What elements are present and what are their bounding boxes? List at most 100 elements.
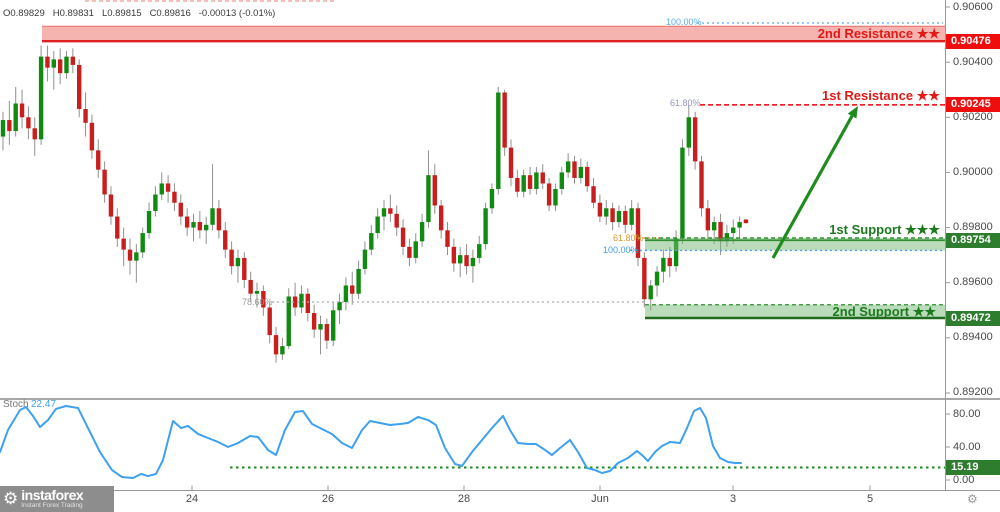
candle-body [299,293,304,308]
candle-body [292,296,298,308]
candle-body [32,128,37,140]
candle-body [648,285,653,300]
candle-body [540,172,545,184]
candle-body [96,150,101,170]
ohlc-close: C0.89816 [149,8,191,19]
time-tick-label: 26 [321,493,335,505]
candle-body [597,202,603,217]
brand-name: instaforex [21,487,84,504]
time-tick-label: 24 [185,493,199,505]
candle-body [388,208,393,214]
indicator-value: 22.47 [31,399,57,410]
candle-body [102,169,107,195]
candle-body [324,324,330,341]
candle-body [153,194,158,212]
candle-body [546,183,552,206]
candle-body [400,227,406,247]
candle-body [680,147,685,239]
ohlc-high: H0.89831 [52,8,94,19]
price-tick-label: 0.90600 [953,0,993,13]
time-tick-label: 28 [457,493,471,505]
candle-body [483,208,488,245]
candle-body [712,222,717,231]
candle-body [502,92,507,148]
candle-body [0,120,6,137]
candle-body [673,238,679,267]
candle-body [64,56,69,74]
candle-body [407,246,412,258]
candle-body [578,166,584,178]
candle-body [470,257,476,267]
price-tick-label: 0.89400 [953,331,993,344]
stoch-tick-label: 80.00 [953,407,981,420]
candle-body [515,177,520,192]
resistance-1-label: 1st Resistance ★★ [822,88,940,103]
candle-body [737,222,742,228]
candle-body [458,255,463,264]
candle-body [337,302,342,311]
candle-body [381,208,387,217]
projection-arrow-head [847,106,858,119]
candle-body [140,233,145,253]
fib-100-top-label: 100.00% [666,17,702,27]
support-2-zone [645,304,945,319]
settings-gear-icon[interactable]: ⚙ [967,492,978,506]
fib-618-top-label: 61.80% [670,98,701,108]
candle-body [508,147,514,178]
candle-body [305,293,310,314]
candle-body [375,216,380,234]
candle-body [121,238,126,250]
candle-body [318,324,323,330]
candle-body [108,194,114,217]
candle-body [210,208,215,225]
stoch-tick-label: 40.00 [953,440,981,453]
candle-body [585,166,590,187]
support-1-price-badge: 0.89754 [946,233,1000,248]
ohlc-low: L0.89815 [101,8,142,19]
price-tick-label: 0.90400 [953,55,993,68]
brand-tagline: Instant Forex Trading [21,502,83,510]
candle-body [19,103,25,118]
candle-body [699,161,704,209]
candle-body [191,222,196,228]
candle-body [369,233,374,250]
projection-arrow-line [771,115,854,259]
candle-body [26,117,31,129]
candle-body [197,222,203,231]
candle-body [223,230,228,250]
candle-body [591,186,596,203]
candle-body [343,285,349,303]
candle-body [616,211,622,223]
candle-body [629,208,634,225]
price-tick-label: 0.89800 [953,221,993,234]
candle-body [57,59,63,74]
candle-body [38,56,44,140]
candle-body [242,257,247,280]
resistance-1-price-badge: 0.90245 [946,97,1000,112]
candle-body [604,208,609,217]
candle-body [667,257,672,267]
candle-body [451,246,457,264]
instaforex-logo: ⚙ instaforex Instant Forex Trading [0,486,114,512]
fib-786-label: 78.60% [242,297,273,307]
candle-body [654,271,660,286]
candle-body [642,257,647,300]
candle-body [426,175,431,223]
candle-body [115,216,120,239]
candle-body [496,92,501,189]
resistance-2-price-badge: 0.90476 [946,34,1000,49]
indicator-name: Stoch [3,399,29,410]
candle-body [362,249,368,269]
candle-body [254,290,260,294]
candle-body [527,175,533,189]
candle-body [267,307,272,336]
candle-body [229,249,234,267]
candle-body [724,233,730,242]
candle-body [686,117,691,148]
stoch-line [0,404,742,480]
candle-body [51,59,56,68]
candle-body [235,257,241,267]
candle-body [311,313,317,330]
